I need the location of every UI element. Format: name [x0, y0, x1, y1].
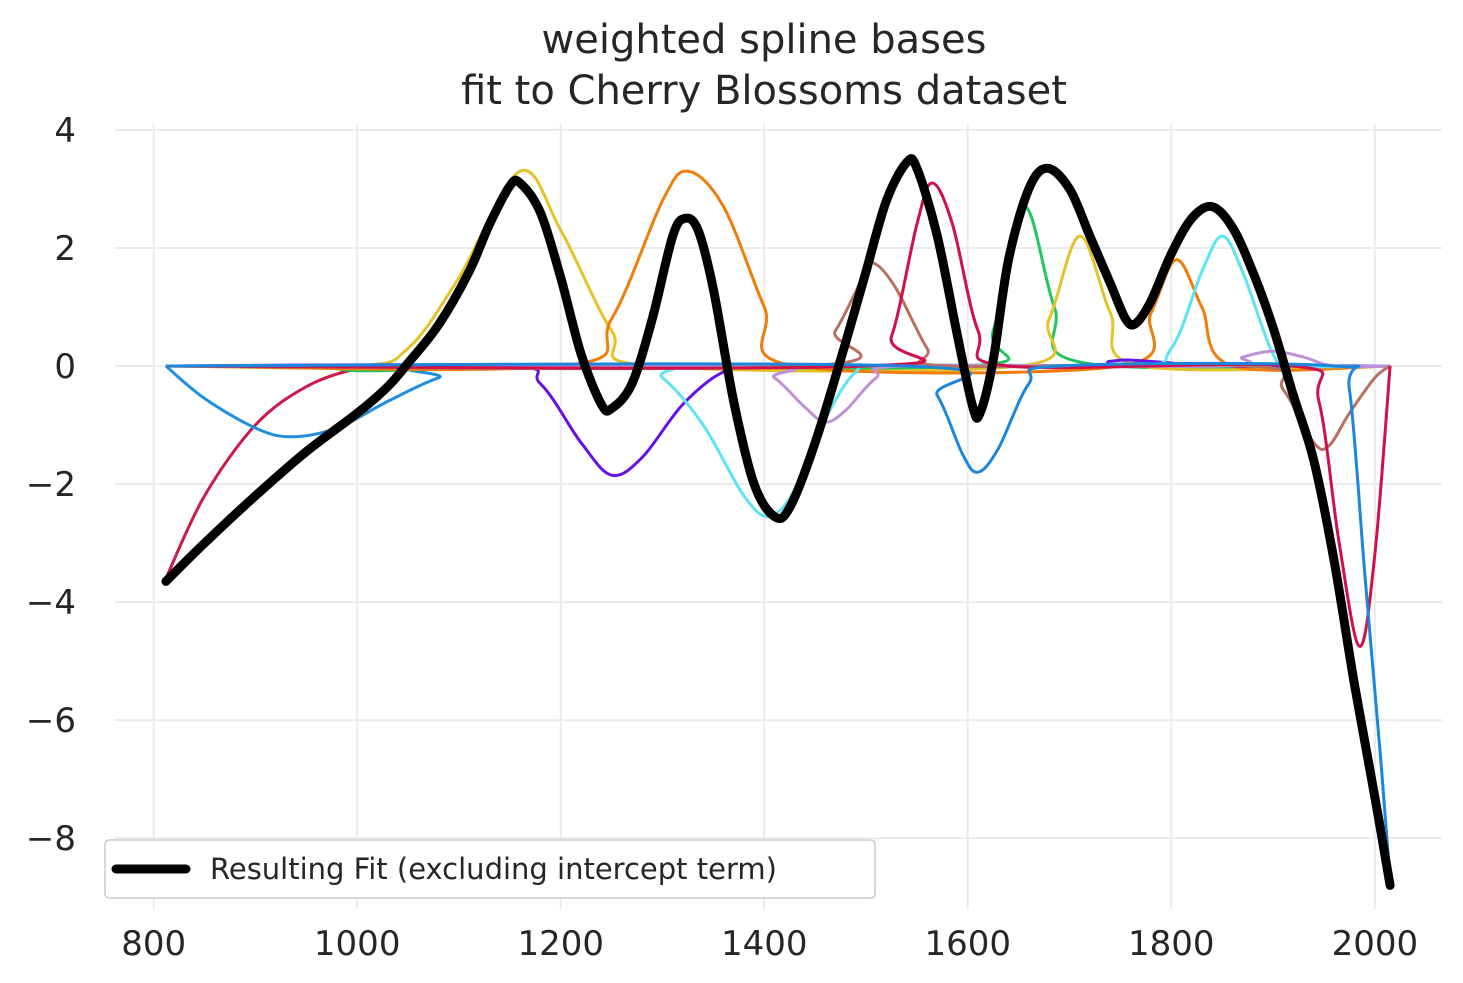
legend-label-fit: Resulting Fit (excluding intercept term) [210, 852, 777, 886]
basis-line-11 [165, 361, 1392, 880]
y-axis: 4 2 0 −2 −4 −6 −8 [26, 111, 76, 859]
basis-line-5 [165, 169, 1391, 375]
basis-line-7 [165, 234, 1391, 519]
y-tick-label: 2 [54, 229, 76, 269]
basis-line-3 [165, 205, 1391, 373]
legend-box [104, 839, 876, 899]
y-tick-label: 0 [54, 347, 76, 387]
x-tick-label: 1800 [1128, 924, 1215, 964]
x-axis: 800 1000 1200 1400 1600 1800 2000 [121, 924, 1418, 964]
basis-line-4 [165, 168, 1391, 373]
x-tick-label: 800 [121, 924, 186, 964]
legend: Resulting Fit (excluding intercept term) [104, 839, 876, 899]
x-tick-label: 1400 [721, 924, 808, 964]
resulting-fit-series [161, 154, 1395, 890]
chart-title-line-2: fit to Cherry Blossoms dataset [461, 68, 1067, 114]
y-tick-label: −6 [26, 701, 76, 741]
basis-line-2 [164, 363, 1391, 439]
basis-line-1 [164, 364, 1391, 580]
chart-title-line-1: weighted spline bases [542, 17, 987, 63]
fit-line [161, 154, 1395, 890]
y-tick-label: −4 [26, 583, 76, 623]
y-tick-label: 4 [54, 111, 76, 151]
x-tick-label: 2000 [1332, 924, 1419, 964]
x-tick-label: 1000 [314, 924, 401, 964]
x-tick-label: 1200 [517, 924, 604, 964]
y-tick-label: −2 [26, 465, 76, 505]
spline-basis-series [164, 168, 1392, 880]
basis-line-10 [165, 181, 1392, 648]
y-tick-label: −8 [26, 819, 76, 859]
x-tick-label: 1600 [925, 924, 1012, 964]
